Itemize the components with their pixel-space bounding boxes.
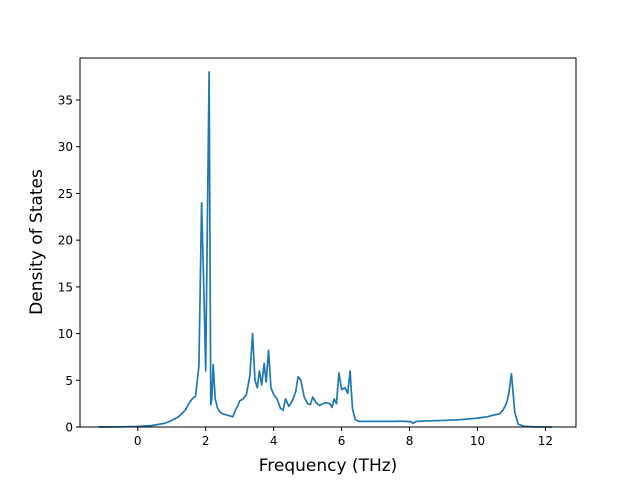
x-tick-label: 6 (338, 434, 346, 448)
y-tick-label: 30 (58, 140, 73, 154)
y-tick-label: 35 (58, 94, 73, 108)
axes-frame (79, 57, 577, 428)
x-tick-label: 12 (538, 434, 553, 448)
x-tick-label: 2 (202, 434, 210, 448)
y-tick-label: 10 (58, 327, 73, 341)
x-tick-label: 8 (406, 434, 414, 448)
y-tick-label: 25 (58, 187, 73, 201)
x-tick-label: 0 (134, 434, 142, 448)
y-tick-label: 5 (65, 374, 73, 388)
y-tick-label: 20 (58, 234, 73, 248)
series-line-0 (98, 71, 553, 428)
x-tick-label: 4 (270, 434, 278, 448)
y-tick-label: 0 (65, 421, 73, 435)
x-tick-label: 10 (470, 434, 485, 448)
plot-area: 0 2 4 6 8 10 12 0 5 10 15 20 25 30 35 (58, 57, 577, 448)
y-axis-label: Density of States (27, 169, 47, 315)
y-tick-label: 15 (58, 280, 73, 294)
x-axis-label: Frequency (THz) (259, 456, 398, 476)
